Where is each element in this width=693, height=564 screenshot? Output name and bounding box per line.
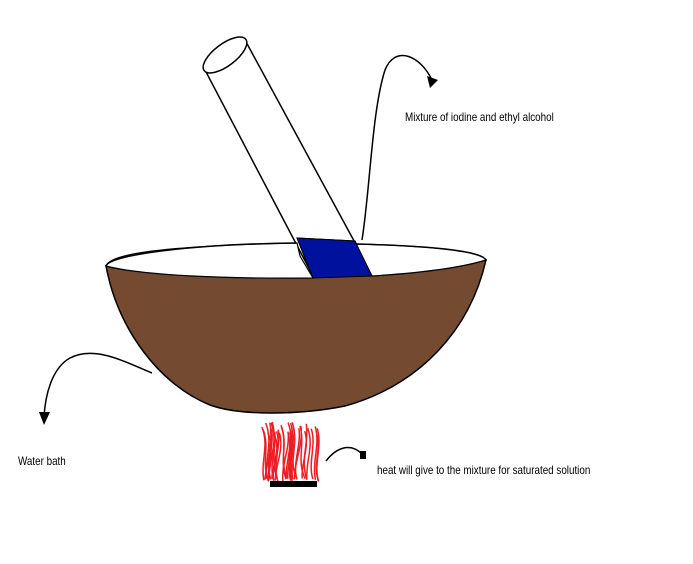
mixture-arrow (361, 54, 438, 241)
flame-stroke (288, 432, 294, 480)
flame-stroke (268, 421, 275, 481)
flame-stroke (262, 429, 270, 482)
flame-stroke (305, 428, 311, 480)
flame-stroke (274, 432, 282, 481)
flame-stroke (271, 433, 278, 479)
heat-arrow (325, 446, 366, 462)
bowl-body (105, 259, 487, 414)
flame-stroke (294, 428, 301, 480)
flame-stroke (310, 428, 314, 480)
flame-stroke (282, 431, 290, 481)
mixture-liquid-front (296, 237, 373, 279)
heat-label: heat will give to the mixture for satura… (377, 463, 591, 477)
water-bath-label: Water bath (18, 454, 66, 468)
flame-stroke (265, 422, 270, 479)
heat-arrowhead (360, 451, 366, 459)
flame-stroke (264, 428, 273, 480)
flame-stroke (280, 424, 287, 480)
flame (261, 421, 320, 483)
flame-stroke (313, 426, 318, 480)
flame-stroke (303, 423, 308, 480)
water-bath-bowl (105, 237, 487, 414)
burner-base (270, 481, 317, 487)
water-bath-arrowhead (39, 412, 50, 425)
flame-stroke (316, 428, 320, 482)
water-bath-arrow (39, 352, 153, 425)
flame-stroke (288, 434, 295, 481)
mixture-label: Mixture of iodine and ethyl alcohol (405, 110, 554, 124)
flame-stroke (292, 427, 298, 479)
mixture-arrowhead (427, 76, 438, 88)
test-tube-mouth (202, 36, 248, 74)
bowl-rim-outline (105, 242, 487, 267)
